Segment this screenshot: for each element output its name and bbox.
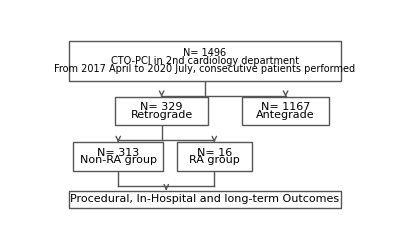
- FancyBboxPatch shape: [69, 190, 341, 208]
- Text: Antegrade: Antegrade: [256, 110, 315, 120]
- Text: N= 313: N= 313: [97, 148, 139, 158]
- Text: N= 1167: N= 1167: [261, 102, 310, 112]
- FancyBboxPatch shape: [242, 97, 329, 125]
- FancyBboxPatch shape: [73, 142, 163, 171]
- FancyBboxPatch shape: [115, 97, 208, 125]
- Text: Non-RA group: Non-RA group: [80, 155, 157, 165]
- Text: Procedural, In-Hospital and long-term Outcomes: Procedural, In-Hospital and long-term Ou…: [70, 194, 340, 204]
- FancyBboxPatch shape: [177, 142, 252, 171]
- Text: CTO-PCI in 2nd cardiology department: CTO-PCI in 2nd cardiology department: [111, 56, 299, 66]
- Text: Retrograde: Retrograde: [130, 110, 193, 120]
- Text: N= 1496: N= 1496: [184, 48, 226, 58]
- Text: From 2017 April to 2020 July, consecutive patients performed: From 2017 April to 2020 July, consecutiv…: [54, 64, 356, 74]
- Text: RA group: RA group: [189, 155, 240, 165]
- Text: N= 329: N= 329: [140, 102, 183, 112]
- Text: N= 16: N= 16: [197, 148, 232, 158]
- FancyBboxPatch shape: [69, 41, 341, 81]
